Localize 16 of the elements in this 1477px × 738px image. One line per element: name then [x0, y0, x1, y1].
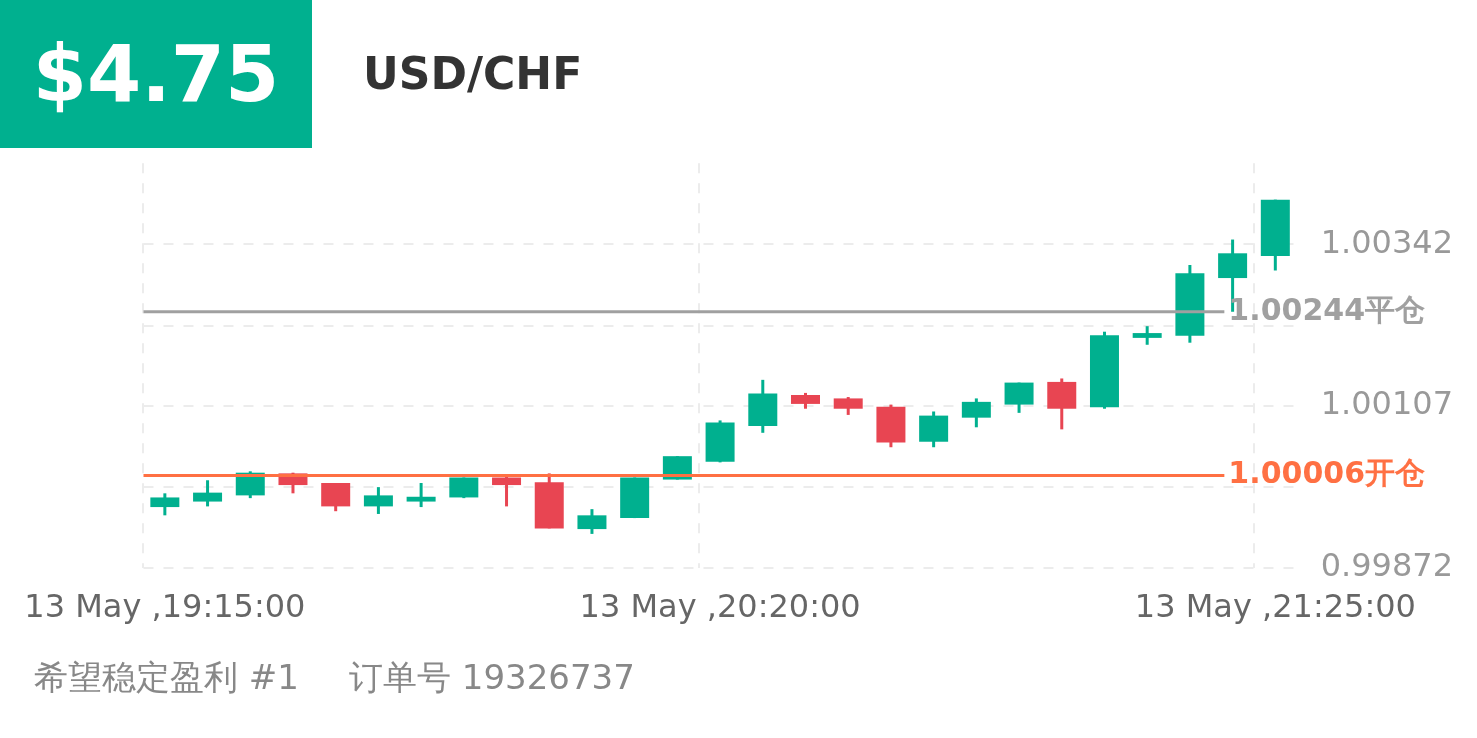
- candlestick: [406, 483, 436, 509]
- text: $4.75: [0, 0, 312, 148]
- candlestick: [1132, 326, 1162, 345]
- text: 希望稳定盈利 #1: [34, 656, 299, 699]
- ref-line-label: 1.00244平仓: [1228, 291, 1425, 327]
- x-tick-label: 13 May ,20:20:00: [579, 587, 861, 626]
- y-tick-label: 1.00342: [1320, 222, 1453, 261]
- x-tick-label: 13 May ,19:15:00: [24, 587, 306, 626]
- text: 订单号 19326737: [348, 656, 635, 699]
- y-tick-label: 1.00107: [1320, 384, 1453, 423]
- chart-title: USD/CHF: [363, 48, 583, 99]
- candlestick: [193, 480, 223, 507]
- candlestick: [492, 476, 522, 507]
- ref-line-label: 1.00006开仓: [1228, 455, 1425, 491]
- x-tick-label: 13 May ,21:25:00: [1134, 587, 1416, 626]
- y-tick-label: 0.99872: [1320, 545, 1453, 584]
